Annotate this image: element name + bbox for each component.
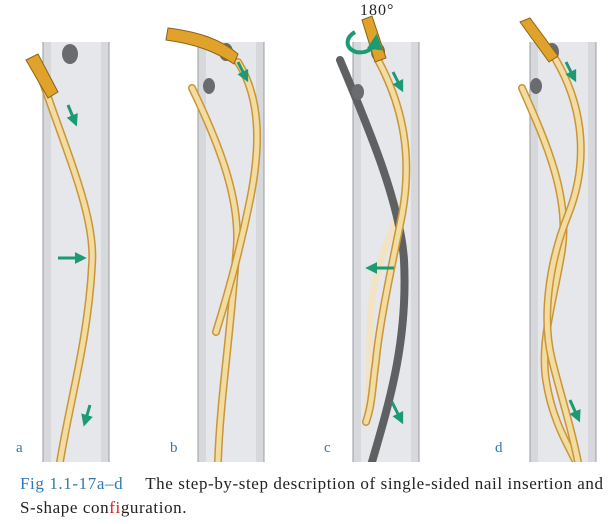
caption-text-end: guration. xyxy=(120,498,188,517)
caption-text: The step-by-step description of single-s… xyxy=(20,474,604,517)
figure-caption: Fig 1.1-17a–d The step-by-step descriptio… xyxy=(20,472,605,520)
direction-arrow-icon xyxy=(568,399,581,423)
nail xyxy=(519,17,585,462)
direction-arrow-icon xyxy=(236,61,249,83)
panel-label-b: b xyxy=(170,440,178,456)
figure-illustration xyxy=(25,15,597,462)
direction-arrow-icon xyxy=(66,104,78,127)
nail xyxy=(25,53,97,462)
direction-arrow-icon xyxy=(564,61,577,83)
grey-nail xyxy=(336,56,409,462)
entry-hole xyxy=(530,78,542,94)
panel-label-a: a xyxy=(16,440,23,456)
panel-a xyxy=(25,42,110,462)
entry-hole xyxy=(352,84,364,100)
direction-arrow-icon xyxy=(390,401,404,425)
nail xyxy=(165,27,261,336)
rotation-arrow-icon xyxy=(345,30,383,55)
panel-label-c: c xyxy=(324,440,331,456)
nail-tip xyxy=(519,17,559,63)
panel-b xyxy=(165,27,265,462)
entry-hole xyxy=(62,44,78,64)
panel-label-d: d xyxy=(495,440,503,456)
panel-c xyxy=(336,15,420,462)
bone-shaft xyxy=(197,42,265,462)
direction-arrow-icon xyxy=(81,404,93,427)
nail xyxy=(518,84,580,462)
direction-arrow-icon xyxy=(391,71,404,93)
figure-number: Fig 1.1-17a–d xyxy=(20,474,124,493)
panel-d xyxy=(518,17,597,462)
nail-tip xyxy=(165,27,239,65)
entry-hole xyxy=(203,78,215,94)
nail-tip xyxy=(25,53,59,99)
rotation-angle-label: 180° xyxy=(360,2,395,19)
caption-highlight: fi xyxy=(109,498,121,517)
